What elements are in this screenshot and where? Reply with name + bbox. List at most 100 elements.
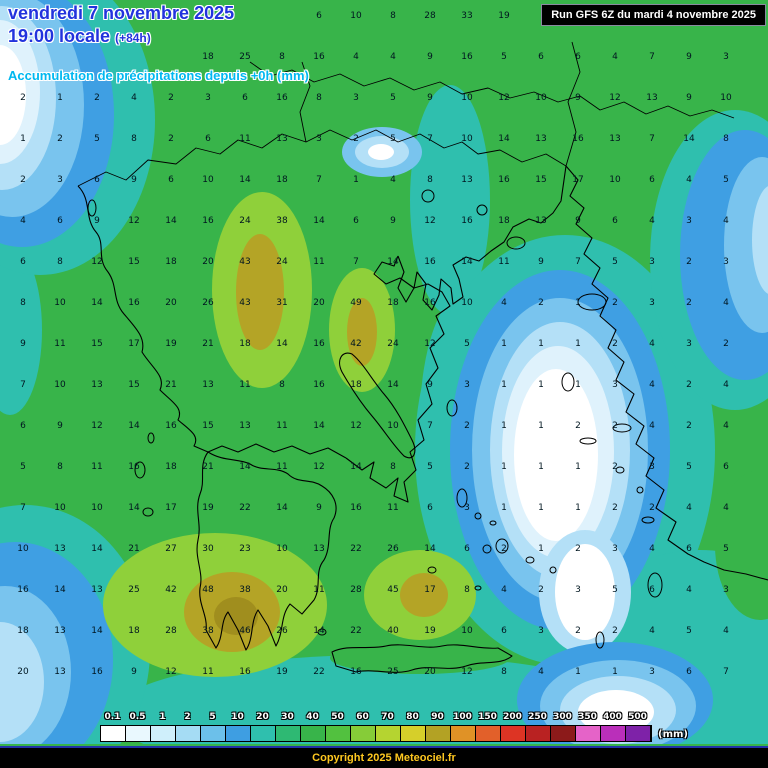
grid-value: 6	[575, 52, 581, 62]
grid-value: 2	[168, 134, 174, 144]
grid-value: 8	[57, 462, 63, 472]
grid-value: 2	[538, 585, 544, 595]
grid-value: 9	[20, 339, 26, 349]
grid-value: 1	[538, 462, 544, 472]
dry-patch-topcenter	[342, 127, 422, 177]
grid-value: 2	[501, 544, 507, 554]
grid-value: 6	[427, 503, 433, 513]
grid-value: 7	[427, 421, 433, 431]
grid-value: 9	[686, 52, 692, 62]
grid-value: 14	[276, 339, 288, 349]
grid-value: 6	[501, 626, 507, 636]
grid-value: 3	[723, 52, 729, 62]
grid-value: 25	[128, 585, 140, 595]
grid-value: 7	[353, 257, 359, 267]
grid-value: 2	[612, 462, 618, 472]
grid-value: 2	[94, 93, 100, 103]
grid-value: 8	[279, 380, 285, 390]
legend-cell	[126, 726, 151, 741]
grid-value: 13	[54, 667, 66, 677]
grid-value: 20	[17, 667, 29, 677]
grid-value: 33	[461, 11, 473, 21]
grid-value: 18	[17, 626, 29, 636]
legend-tick-label: 90	[431, 712, 444, 722]
grid-value: 15	[128, 380, 140, 390]
grid-value: 2	[686, 380, 692, 390]
grid-value: 4	[649, 626, 655, 636]
grid-value: 48	[202, 585, 214, 595]
grid-value: 19	[202, 503, 214, 513]
grid-value: 7	[649, 52, 655, 62]
legend-cell	[426, 726, 451, 741]
legend-cell	[226, 726, 251, 741]
grid-value: 19	[498, 11, 510, 21]
legend-cell	[576, 726, 601, 741]
grid-value: 16	[350, 503, 362, 513]
grid-value: 14	[498, 134, 510, 144]
grid-value: 24	[276, 257, 288, 267]
grid-value: 18	[276, 175, 288, 185]
coast-west	[77, 185, 347, 459]
grid-value: 16	[239, 667, 251, 677]
grid-value: 8	[427, 175, 433, 185]
grid-value: 3	[205, 93, 211, 103]
grid-value: 9	[427, 52, 433, 62]
grid-value: 4	[390, 175, 396, 185]
grid-value: 4	[686, 175, 692, 185]
grid-value: 3	[649, 257, 655, 267]
legend-tick-label: 40	[306, 712, 319, 722]
grid-value: 9	[575, 216, 581, 226]
grid-value: 6	[538, 52, 544, 62]
legend-tick-label: 20	[256, 712, 269, 722]
grid-value: 1	[575, 298, 581, 308]
grid-value: 13	[54, 544, 66, 554]
grid-value: 8	[390, 11, 396, 21]
low-precip-bottomleft	[0, 542, 113, 744]
grid-value: 1	[575, 503, 581, 513]
grid-value: 1	[538, 544, 544, 554]
grid-value: 10	[276, 544, 288, 554]
grid-value: 18	[165, 462, 177, 472]
grid-value: 9	[316, 503, 322, 513]
grid-value: 2	[649, 503, 655, 513]
grid-value: 6	[168, 175, 174, 185]
grid-value: 49	[350, 298, 362, 308]
grid-value: 4	[686, 503, 692, 513]
forecast-offset: (+84h)	[115, 31, 151, 45]
subtitle: Accumulation de précipitations depuis +0…	[8, 68, 309, 83]
time-title: 19:00 locale (+84h)	[8, 26, 151, 47]
grid-value: 13	[535, 216, 547, 226]
legend-tick-label: 400	[603, 712, 622, 722]
legend-cell	[376, 726, 401, 741]
coast-anatolia	[565, 165, 768, 581]
grid-value: 3	[649, 298, 655, 308]
grid-value: 4	[612, 52, 618, 62]
grid-value: 16	[350, 667, 362, 677]
grid-value: 16	[128, 298, 140, 308]
grid-value: 16	[91, 667, 103, 677]
legend-cell	[351, 726, 376, 741]
grid-value: 7	[316, 175, 322, 185]
legend-tick-label: 1	[159, 712, 166, 722]
grid-value: 14	[683, 134, 695, 144]
grid-value: 10	[54, 503, 66, 513]
grid-value: 14	[239, 175, 251, 185]
grid-value: 1	[575, 339, 581, 349]
grid-value: 42	[165, 585, 177, 595]
grid-value: 16	[572, 134, 584, 144]
grid-value: 4	[686, 585, 692, 595]
grid-value: 28	[165, 626, 177, 636]
grid-value: 3	[353, 93, 359, 103]
grid-value: 2	[612, 421, 618, 431]
grid-value: 6	[353, 216, 359, 226]
grid-value: 23	[239, 544, 251, 554]
grid-value: 14	[387, 380, 399, 390]
grid-value: 2	[686, 421, 692, 431]
coastlines	[77, 41, 768, 673]
grid-value: 19	[165, 339, 177, 349]
date-title: vendredi 7 novembre 2025	[8, 3, 235, 23]
grid-value: 8	[316, 93, 322, 103]
grid-value: 22	[350, 626, 362, 636]
grid-value: 2	[575, 544, 581, 554]
grid-value: 6	[649, 175, 655, 185]
